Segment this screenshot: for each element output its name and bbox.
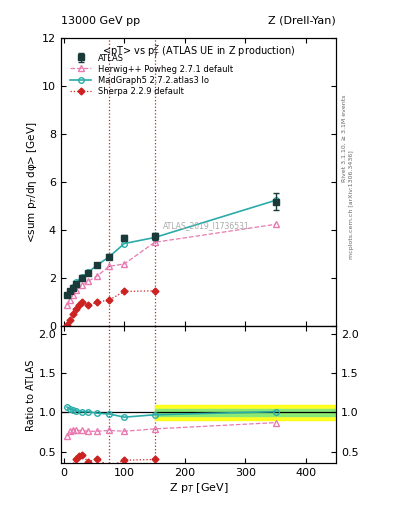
Y-axis label: <sum p$_T$/dη dφ> [GeV]: <sum p$_T$/dη dφ> [GeV]: [25, 121, 39, 243]
Sherpa 2.2.9 default: [71, 311, 75, 317]
Text: Rivet 3.1.10, ≥ 3.1M events: Rivet 3.1.10, ≥ 3.1M events: [342, 95, 347, 182]
Sherpa 2.2.9 default: [107, 297, 112, 303]
MadGraph5 2.7.2.atlas3 lo: [273, 197, 278, 203]
Herwig++ Powheg 2.7.1 default: [107, 263, 112, 269]
Herwig++ Powheg 2.7.1 default: [95, 273, 99, 279]
MadGraph5 2.7.2.atlas3 lo: [86, 269, 90, 275]
Text: Z (Drell-Yan): Z (Drell-Yan): [268, 15, 336, 26]
Herwig++ Powheg 2.7.1 default: [64, 302, 69, 308]
Text: <pT> vs p$_T^Z$ (ATLAS UE in Z production): <pT> vs p$_T^Z$ (ATLAS UE in Z productio…: [102, 42, 295, 59]
Herwig++ Powheg 2.7.1 default: [68, 297, 72, 303]
Line: MadGraph5 2.7.2.atlas3 lo: MadGraph5 2.7.2.atlas3 lo: [64, 198, 278, 297]
MadGraph5 2.7.2.atlas3 lo: [107, 253, 112, 260]
Sherpa 2.2.9 default: [122, 288, 127, 294]
Line: Herwig++ Powheg 2.7.1 default: Herwig++ Powheg 2.7.1 default: [64, 221, 279, 308]
Y-axis label: Ratio to ATLAS: Ratio to ATLAS: [26, 359, 35, 431]
Herwig++ Powheg 2.7.1 default: [73, 287, 78, 293]
MadGraph5 2.7.2.atlas3 lo: [68, 288, 72, 294]
Herwig++ Powheg 2.7.1 default: [152, 239, 157, 245]
MadGraph5 2.7.2.atlas3 lo: [95, 262, 99, 268]
Sherpa 2.2.9 default: [95, 299, 99, 305]
Sherpa 2.2.9 default: [64, 322, 69, 328]
Text: ATLAS_2019_I1736531: ATLAS_2019_I1736531: [163, 221, 250, 230]
MadGraph5 2.7.2.atlas3 lo: [64, 291, 69, 297]
Herwig++ Powheg 2.7.1 default: [122, 261, 127, 267]
MadGraph5 2.7.2.atlas3 lo: [80, 274, 84, 280]
X-axis label: Z p$_T$ [GeV]: Z p$_T$ [GeV]: [169, 481, 228, 495]
Herwig++ Powheg 2.7.1 default: [273, 221, 278, 227]
Sherpa 2.2.9 default: [86, 302, 90, 308]
Line: Sherpa 2.2.9 default: Sherpa 2.2.9 default: [64, 288, 157, 328]
Sherpa 2.2.9 default: [77, 302, 81, 308]
MadGraph5 2.7.2.atlas3 lo: [122, 241, 127, 247]
Legend: ATLAS, Herwig++ Powheg 2.7.1 default, MadGraph5 2.7.2.atlas3 lo, Sherpa 2.2.9 de: ATLAS, Herwig++ Powheg 2.7.1 default, Ma…: [68, 51, 235, 98]
Herwig++ Powheg 2.7.1 default: [80, 282, 84, 288]
Sherpa 2.2.9 default: [73, 306, 78, 312]
Sherpa 2.2.9 default: [80, 299, 84, 305]
Text: mcplots.cern.ch [arXiv:1306.3436]: mcplots.cern.ch [arXiv:1306.3436]: [349, 151, 354, 259]
MadGraph5 2.7.2.atlas3 lo: [73, 279, 78, 285]
Herwig++ Powheg 2.7.1 default: [86, 279, 90, 285]
Herwig++ Powheg 2.7.1 default: [71, 292, 75, 298]
Sherpa 2.2.9 default: [152, 288, 157, 294]
Text: 13000 GeV pp: 13000 GeV pp: [61, 15, 140, 26]
Sherpa 2.2.9 default: [68, 316, 72, 323]
MadGraph5 2.7.2.atlas3 lo: [71, 284, 75, 290]
MadGraph5 2.7.2.atlas3 lo: [152, 234, 157, 241]
